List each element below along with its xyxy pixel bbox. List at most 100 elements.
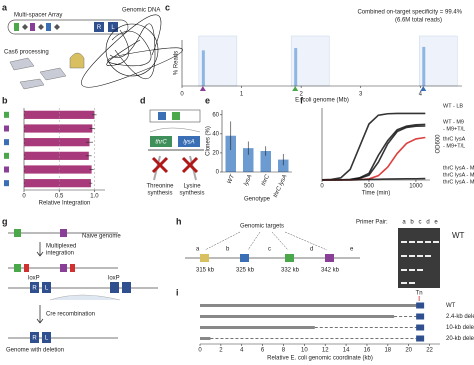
annotation: - M9+T/L [443,143,465,149]
x-tick-label: 2 [299,92,303,98]
row-icon [4,152,9,159]
annotation: thrC lysA - M9 [443,172,474,178]
x-tick-label: 4 [240,348,244,354]
label: integration [46,251,74,257]
row-icon [4,125,9,132]
panel-label: e [205,95,210,105]
x-tick-label: 12 [322,348,329,354]
pathway-diagram [148,109,204,181]
marker-label: Tn [416,291,423,297]
product-label: Threonine [146,184,174,190]
x-tick-label: 18 [384,348,391,354]
annotation: thrC lysA [443,136,466,142]
y-tick-label: 40 [212,131,219,137]
primer: e [350,247,354,253]
bar [24,179,91,188]
bar [24,151,89,160]
x-axis-label: Time (min) [362,191,390,197]
array-title: Multi-spacer Array [14,13,62,19]
primer: a [196,247,200,253]
panel-label: b [2,95,8,105]
annotation: thrC lysA - M9+T [443,165,474,171]
primer-title: Primer Pair: [356,220,388,226]
x-tick-label: 0 [320,184,324,190]
x-axis-label: Relative Integration [39,201,91,207]
cassette [416,302,425,309]
row-label: WT [446,303,456,309]
x-tick-label: lysA [243,174,253,187]
primer: b [226,247,230,253]
row-icon [4,139,9,146]
y-axis-label: OD600 [436,134,442,154]
primer: c [268,247,271,253]
label: R [32,286,37,292]
x-tick-label: 20 [405,348,412,354]
genomic-dna [81,14,183,88]
lane: e [434,220,438,226]
x-tick-label: 3 [359,92,363,98]
product-label: Lysine [183,184,201,190]
gene-label: thrC [155,140,167,146]
kb-label: 342 kb [321,268,340,274]
x-tick-label: 10 [301,348,308,354]
label: Genomic targets [240,224,284,230]
inset [290,35,330,87]
x-tick-label: 14 [343,348,350,354]
target-marker [292,86,299,91]
row-icon [4,111,9,118]
row-label: 20-kb deletion [446,336,474,342]
x-tick-label: 1.0 [90,194,99,200]
deletion-diagram [8,229,158,343]
genome-title: Genomic DNA [122,8,160,14]
processing: Cas6 processing [4,50,49,56]
lane: b [410,220,414,226]
row-label: 10-kb deletion [446,325,474,331]
bar [24,124,93,133]
x-tick-label: 4 [419,92,423,98]
lane: d [426,220,429,226]
label: Cre recombination [46,312,95,318]
r-label: R [97,25,102,31]
x-tick-label: 2 [219,348,223,354]
y-tick-label: 60 [212,112,219,118]
line-series [322,123,426,181]
target-marker [420,86,427,91]
x-axis-label: E. coli genome (Mb) [295,98,349,104]
l-label: L [111,25,115,31]
x-tick-label: 0 [22,194,26,200]
cassette [416,335,425,342]
x-tick-label: 500 [364,184,375,190]
wt-label: WT [452,231,465,240]
read-bar [294,48,298,86]
x-tick-label: 0.5 [55,194,64,200]
panel-label: a [2,2,8,12]
bar [24,138,90,147]
label: loxP [108,276,120,282]
x-tick-label: 1000 [409,184,423,190]
array [14,22,118,32]
inset [419,35,458,87]
target-map [185,228,440,288]
x-tick-label: thrC [261,173,272,186]
x-axis-label: Relative E. coli genomic coordinate (kb) [267,356,373,362]
x-tick-label: 16 [364,348,371,354]
annotation: WT - M9 [443,119,464,125]
subtitle: (6.6M total reads) [395,18,442,24]
y-tick-label: 20 [212,151,219,157]
y-axis-label: Clones (%) [206,126,212,156]
target-marker [199,86,206,91]
bar [225,135,236,172]
lane: c [419,220,422,226]
label: Naive genome [82,234,121,240]
y-tick-label: 0 [216,170,220,176]
cassette [416,324,425,331]
product-label: synthesis [147,191,172,197]
cassette [416,313,425,320]
read-bar [201,50,205,86]
plasmid [7,19,129,35]
x-tick-label: 8 [282,348,286,354]
line-series [322,125,426,181]
label: Genome with deletion [6,348,64,354]
x-tick-label: 0 [180,92,184,98]
bar [260,151,271,172]
